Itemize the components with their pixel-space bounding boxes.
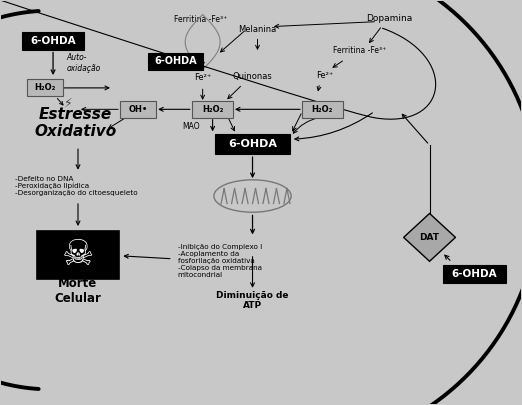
Ellipse shape <box>214 180 291 212</box>
FancyBboxPatch shape <box>192 101 233 118</box>
Text: H₂O₂: H₂O₂ <box>34 83 55 92</box>
Text: DAT: DAT <box>420 233 440 242</box>
Text: Quinonas: Quinonas <box>233 72 272 81</box>
Text: Fe²⁺: Fe²⁺ <box>316 71 334 80</box>
Text: Diminuição de
ATP: Diminuição de ATP <box>216 291 289 310</box>
Polygon shape <box>404 213 456 261</box>
FancyBboxPatch shape <box>148 53 203 70</box>
Text: Ferritina -Fe³⁺: Ferritina -Fe³⁺ <box>173 15 227 24</box>
Text: Ferritina -Fe³⁺: Ferritina -Fe³⁺ <box>333 46 386 55</box>
FancyBboxPatch shape <box>22 32 84 49</box>
Text: H₂O₂: H₂O₂ <box>202 105 223 114</box>
Text: 6-OHDA: 6-OHDA <box>452 269 497 279</box>
Text: ⚡: ⚡ <box>64 96 73 109</box>
Text: Dopamina: Dopamina <box>366 14 413 23</box>
Text: 6-OHDA: 6-OHDA <box>154 56 197 66</box>
Text: MAO: MAO <box>182 122 200 131</box>
FancyBboxPatch shape <box>443 265 506 283</box>
FancyBboxPatch shape <box>215 134 290 154</box>
Text: ☠: ☠ <box>62 238 94 272</box>
Text: Fe²⁺: Fe²⁺ <box>194 73 211 83</box>
FancyBboxPatch shape <box>37 231 119 279</box>
Text: H₂O₂: H₂O₂ <box>312 105 333 114</box>
FancyBboxPatch shape <box>120 101 156 118</box>
Text: -Defeito no DNA
-Peroxidação lipídica
-Desorganização do citoesqueleto: -Defeito no DNA -Peroxidação lipídica -D… <box>15 176 137 196</box>
Text: Estresse
Oxidativo: Estresse Oxidativo <box>34 107 116 139</box>
Text: -Inibição do Complexo I
-Acoplamento da
fosforilação oxidativa
-Colapso da membr: -Inibição do Complexo I -Acoplamento da … <box>177 244 262 278</box>
FancyBboxPatch shape <box>27 79 63 96</box>
Text: Melanina: Melanina <box>239 25 277 34</box>
Text: OH•: OH• <box>128 105 148 114</box>
Text: Auto-
oxidação: Auto- oxidação <box>66 53 101 72</box>
Text: 6-OHDA: 6-OHDA <box>30 36 76 45</box>
FancyBboxPatch shape <box>302 101 343 118</box>
Text: 6-OHDA: 6-OHDA <box>228 139 277 149</box>
Text: Morte
Celular: Morte Celular <box>55 277 101 305</box>
